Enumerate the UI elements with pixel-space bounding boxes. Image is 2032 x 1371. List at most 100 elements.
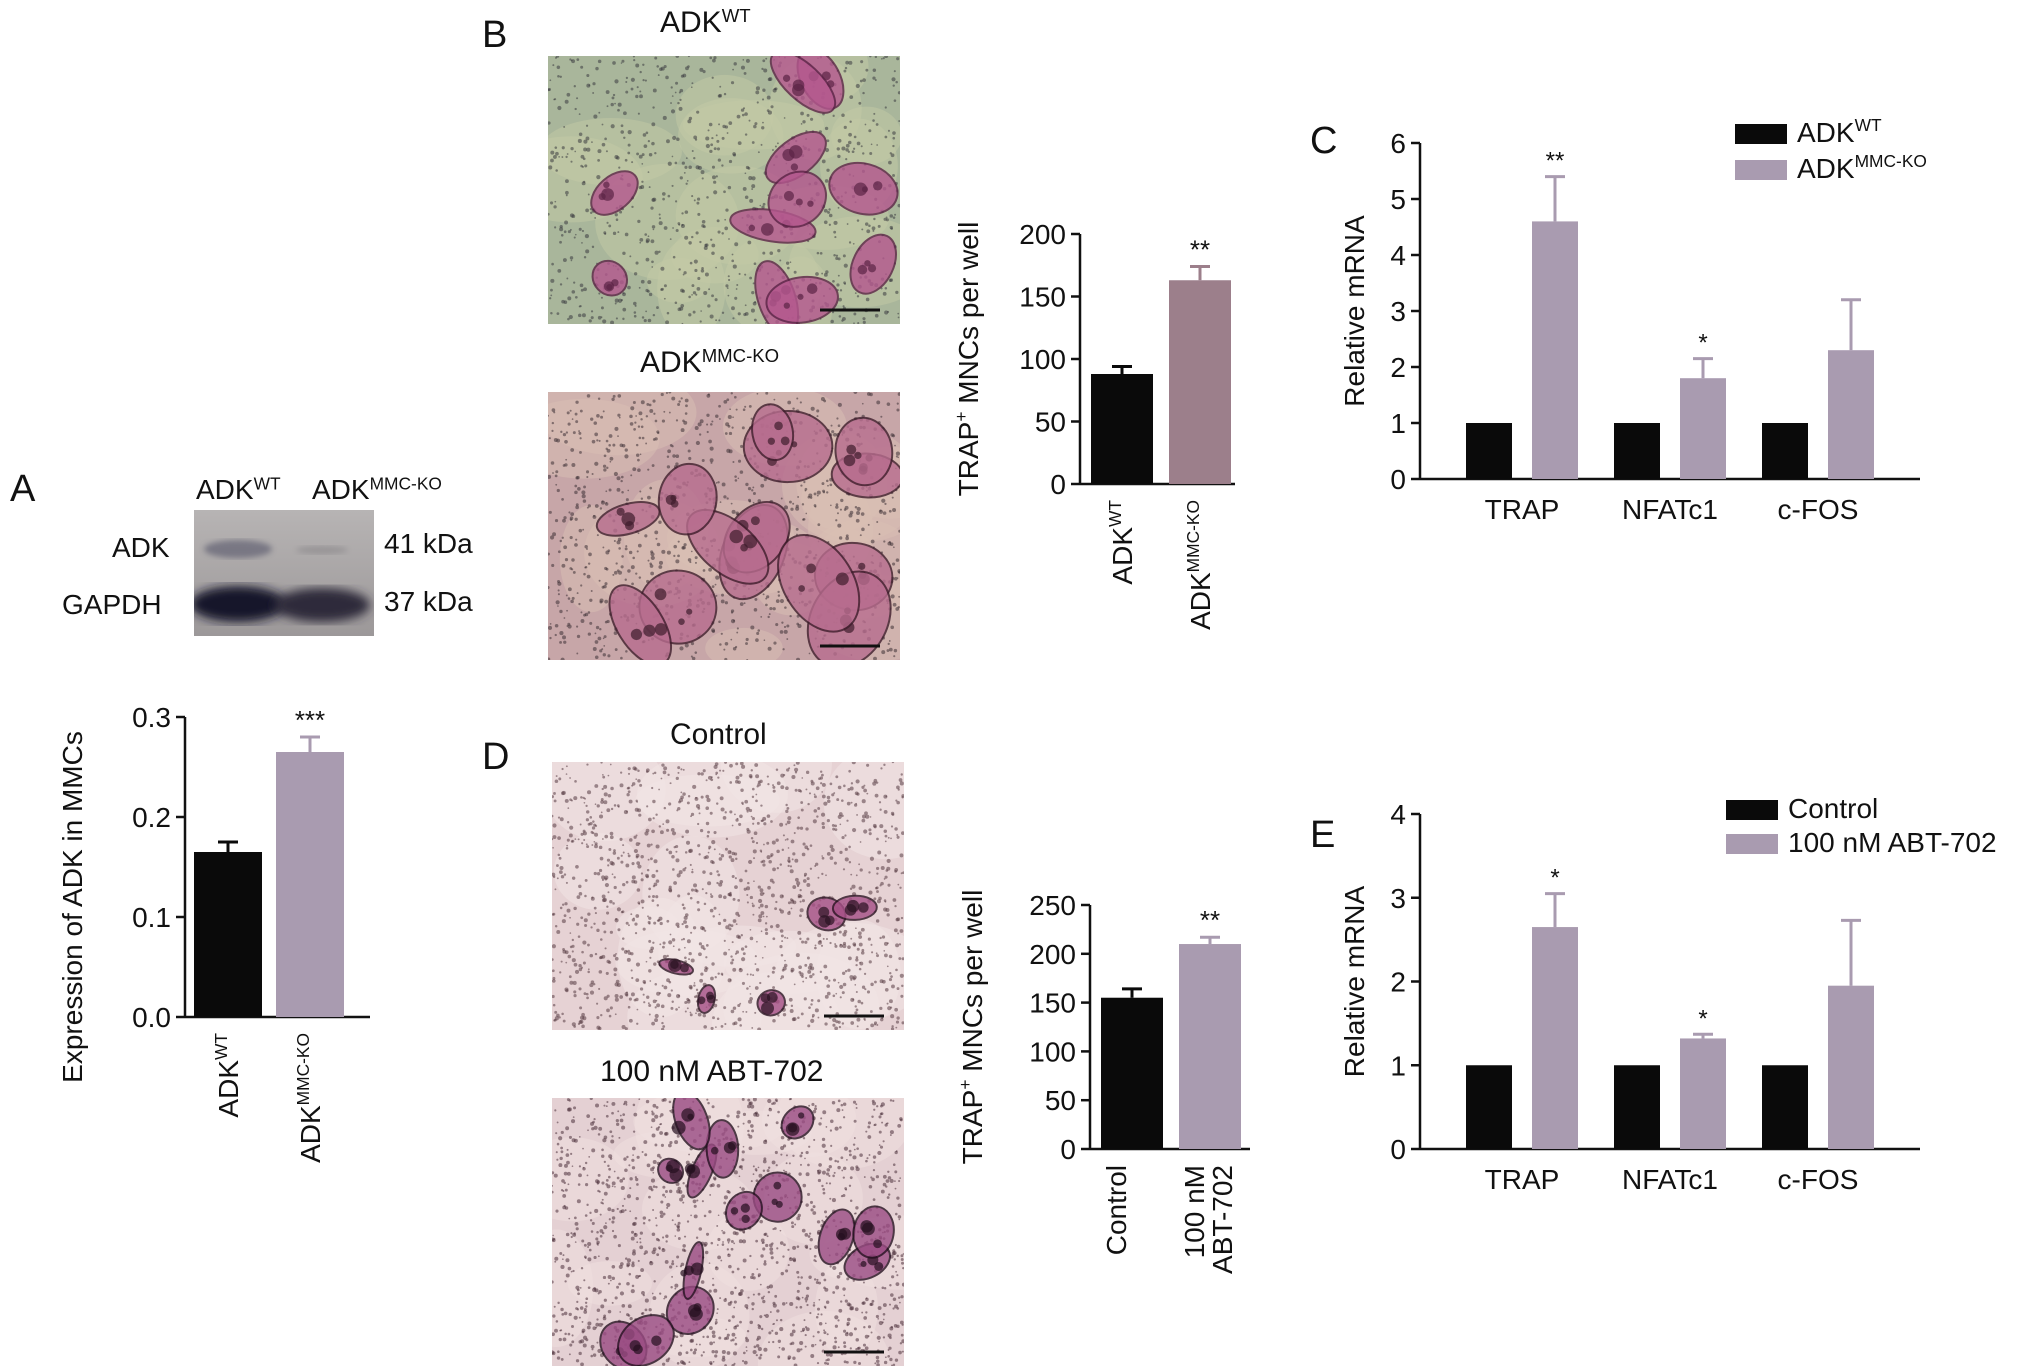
y-tick-label: 2 [1390, 967, 1406, 998]
significance-label: * [1698, 1005, 1707, 1032]
bar [1466, 1065, 1512, 1149]
y-tick-label: 1 [1390, 408, 1406, 439]
y-tick-label: 4 [1390, 240, 1406, 271]
significance-label: *** [295, 705, 325, 735]
y-tick-label: 150 [1029, 988, 1076, 1019]
legend-label: ADKMMC-KO [1797, 151, 1927, 184]
x-tick-label: ADKWT [211, 1033, 244, 1118]
bar [1101, 997, 1163, 1149]
panel-letter-b: B [482, 14, 508, 56]
y-tick-label: 0.3 [132, 702, 171, 733]
significance-label: * [1698, 330, 1707, 357]
bar [1762, 1065, 1808, 1149]
x-tick-label: c-FOS [1778, 494, 1859, 525]
micrograph-b-bottom-caption: ADKMMC-KO [640, 344, 780, 379]
blot-size-label-adk: 41 kDa [384, 528, 473, 559]
micrograph-b-top [548, 56, 900, 324]
y-axis-label: Relative mRNA [1339, 215, 1370, 407]
y-tick-label: 0.0 [132, 1002, 171, 1033]
significance-label: ** [1546, 148, 1565, 175]
bar [1091, 374, 1153, 484]
micrograph-b-top-caption: ADKWT [660, 4, 751, 39]
panel-letter-e: E [1310, 814, 1336, 856]
y-tick-label: 0 [1060, 1134, 1076, 1165]
y-tick-label: 5 [1390, 184, 1406, 215]
y-tick-label: 1 [1390, 1050, 1406, 1081]
x-tick-label: 100 nM [1179, 1165, 1210, 1258]
chart-a: 0.0 0.1 0.2 0.3 ADKWT *** ADKMMC-KO Expression … [57, 702, 370, 1163]
panel-letter-d: D [482, 736, 510, 778]
y-tick-label: 200 [1019, 219, 1066, 250]
y-tick-label: 100 [1019, 344, 1066, 375]
significance-label: * [1550, 865, 1559, 892]
x-tick-label: c-FOS [1778, 1164, 1859, 1195]
chart-b: 0 50 100 150 200 ADKWT ** ADKMMC-KO TRAP+ MNCs p… [951, 219, 1235, 630]
y-tick-label: 150 [1019, 282, 1066, 313]
y-tick-label: 50 [1045, 1085, 1076, 1116]
y-tick-label: 2 [1390, 352, 1406, 383]
y-tick-label: 3 [1390, 296, 1406, 327]
blot-row-label-gapdh: GAPDH [62, 589, 162, 620]
bar [1614, 423, 1660, 479]
y-tick-label: 4 [1390, 799, 1406, 830]
bar [1680, 1038, 1726, 1149]
bar [1614, 1065, 1660, 1149]
x-tick-label: ABT-702 [1207, 1165, 1238, 1274]
micrograph-d-top [552, 762, 904, 1030]
significance-label: ** [1200, 905, 1220, 935]
x-tick-label: Control [1101, 1165, 1132, 1255]
bar [1532, 221, 1578, 479]
y-tick-label: 0 [1050, 469, 1066, 500]
legend-label: Control [1788, 793, 1878, 824]
bar [1532, 927, 1578, 1149]
panel-letter-c: C [1310, 120, 1338, 162]
legend-label: ADKWT [1797, 115, 1882, 148]
bar [1680, 378, 1726, 479]
legend-swatch [1726, 834, 1778, 854]
y-tick-label: 100 [1029, 1036, 1076, 1067]
legend-label: 100 nM ABT-702 [1788, 827, 1997, 858]
x-tick-label: TRAP [1485, 494, 1560, 525]
micrograph-d-bottom [552, 1098, 904, 1366]
bar [194, 852, 262, 1017]
y-tick-label: 0 [1390, 464, 1406, 495]
y-axis-label: Expression of ADK in MMCs [57, 731, 88, 1083]
panel-letter-a: A [10, 468, 36, 510]
bar [1762, 423, 1808, 479]
y-tick-label: 6 [1390, 128, 1406, 159]
y-tick-label: 3 [1390, 883, 1406, 914]
blot-row-label-adk: ADK [112, 532, 170, 563]
chart-c: 0 1 2 3 4 5 6 ** TRAP * NFATc1 c-FOS Relative mRNA AD… [1339, 115, 1927, 525]
y-tick-label: 0 [1390, 1134, 1406, 1165]
blot-size-label-gapdh: 37 kDa [384, 586, 473, 617]
western-blot-image [190, 510, 374, 636]
micrograph-d-bottom-caption: 100 nM ABT-702 [600, 1055, 824, 1088]
x-tick-label: ADKMMC-KO [293, 1033, 326, 1163]
y-tick-label: 0.1 [132, 902, 171, 933]
y-tick-label: 50 [1035, 407, 1066, 438]
bar [1466, 423, 1512, 479]
bar [1828, 985, 1874, 1149]
x-tick-label: NFATc1 [1622, 1164, 1718, 1195]
bar [1828, 350, 1874, 479]
micrograph-b-bottom [548, 392, 900, 660]
x-tick-label: NFATc1 [1622, 494, 1718, 525]
x-tick-label: ADKMMC-KO [1183, 500, 1216, 630]
y-tick-label: 200 [1029, 939, 1076, 970]
y-tick-label: 0.2 [132, 802, 171, 833]
y-axis-label: Relative mRNA [1339, 885, 1370, 1077]
x-tick-label: TRAP [1485, 1164, 1560, 1195]
y-tick-label: 250 [1029, 890, 1076, 921]
bar [1169, 280, 1231, 484]
legend-swatch [1735, 160, 1787, 180]
x-tick-label: ADKWT [1105, 500, 1138, 585]
bar [1179, 944, 1241, 1149]
legend-swatch [1735, 124, 1787, 144]
blot-lane-label-wt: ADKWT [196, 473, 281, 505]
y-axis-label: TRAP+ MNCs per well [951, 222, 984, 497]
blot-lane-label-ko: ADKMMC-KO [312, 473, 442, 505]
legend-swatch [1726, 800, 1778, 820]
chart-e: 0 1 2 3 4 * TRAP * NFATc1 c-FOS Relative mRNA Contr… [1339, 793, 1997, 1195]
bar [276, 752, 344, 1017]
